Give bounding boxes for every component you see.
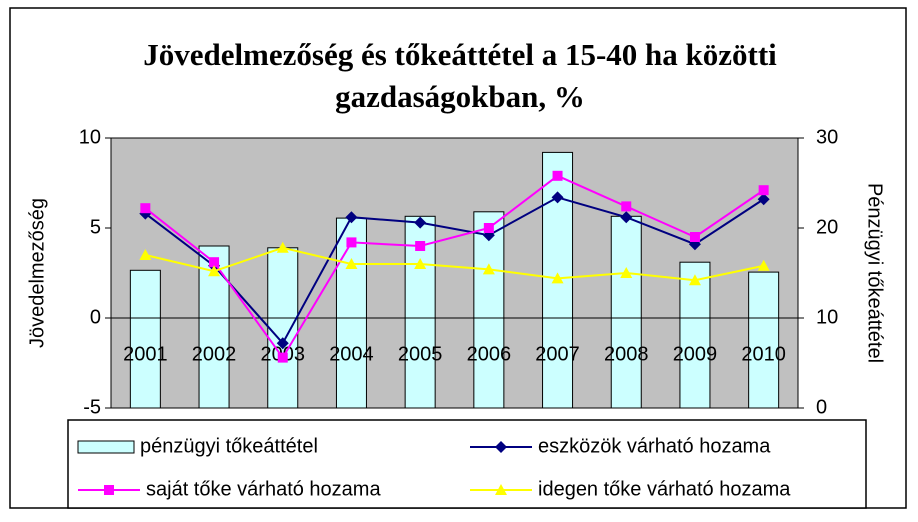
marker <box>104 485 114 495</box>
marker <box>757 259 770 271</box>
marker <box>209 257 220 268</box>
marker <box>414 216 427 229</box>
y-tick-label: 10 <box>79 126 101 148</box>
x-tick-label: 2008 <box>604 343 649 365</box>
x-tick-label: 2010 <box>741 343 786 365</box>
marker <box>757 193 770 206</box>
legend <box>67 419 867 509</box>
marker <box>345 258 358 269</box>
y-tick-label: 0 <box>90 306 101 328</box>
line <box>144 174 765 360</box>
x-tick-label: 2004 <box>329 343 374 365</box>
marker <box>415 241 426 251</box>
bar <box>610 215 642 409</box>
marker <box>688 274 701 286</box>
y2-tick-label: 10 <box>816 306 838 328</box>
chart-title: gazdaságokban, % <box>335 79 585 114</box>
y2-tick-label: 30 <box>816 126 838 148</box>
x-tick-label: 2001 <box>123 343 168 365</box>
marker <box>552 170 563 181</box>
marker <box>276 337 289 350</box>
marker <box>482 263 495 275</box>
marker <box>758 185 769 196</box>
legend-swatch <box>77 440 135 454</box>
marker <box>689 232 700 242</box>
marker <box>346 237 357 248</box>
y-tick-label: 5 <box>90 216 101 238</box>
marker <box>140 203 151 214</box>
line <box>145 246 764 282</box>
bar <box>473 211 505 409</box>
bar <box>679 261 711 409</box>
line <box>144 196 765 345</box>
y2-tick-label: 20 <box>816 216 838 238</box>
x-tick-label: 2009 <box>673 343 718 365</box>
bar <box>335 217 367 409</box>
x-tick-label: 2005 <box>398 343 443 365</box>
chart-title: Jövedelmezőség és tőkeáttétel a 15-40 ha… <box>143 37 777 72</box>
legend-label: idegen tőke várható hozama <box>538 478 791 500</box>
y-tick-label: -5 <box>83 396 101 418</box>
marker <box>276 241 289 253</box>
marker <box>551 191 564 204</box>
bar <box>198 245 230 409</box>
marker <box>495 441 507 453</box>
bar <box>129 269 161 409</box>
x-tick-label: 2002 <box>192 343 237 365</box>
legend-label: saját tőke várható hozama <box>146 478 381 500</box>
marker <box>620 211 633 224</box>
marker <box>414 258 427 269</box>
marker <box>277 352 288 363</box>
legend-label: pénzügyi tőkeáttétel <box>140 435 318 457</box>
marker <box>620 267 633 278</box>
bar <box>748 271 780 409</box>
bar <box>267 247 299 409</box>
y2-tick-label: 0 <box>816 396 827 418</box>
marker <box>483 223 494 233</box>
y2-axis-label: Pénzügyi tőkeáttétel <box>864 183 886 363</box>
x-tick-label: 2006 <box>467 343 512 365</box>
marker <box>208 265 221 277</box>
marker <box>621 201 632 212</box>
marker <box>345 211 358 224</box>
y-axis-label: Jövedelmezőség <box>26 198 48 348</box>
marker <box>139 249 152 260</box>
marker <box>495 484 507 495</box>
legend-label: eszközök várható hozama <box>538 435 771 457</box>
x-tick-label: 2007 <box>535 343 580 365</box>
marker <box>551 272 564 284</box>
